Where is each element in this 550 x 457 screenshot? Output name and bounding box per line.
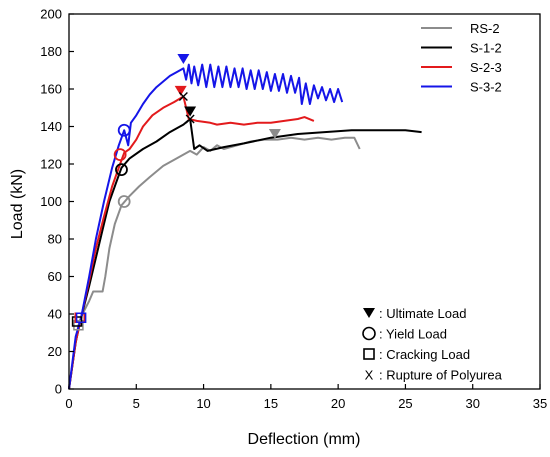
x-tick-label: 5 xyxy=(133,396,140,411)
yield-marker xyxy=(113,148,127,162)
y-tick-label: 100 xyxy=(40,194,62,209)
marker-key: : Ultimate Load : Yield Load : Cracking Lo… xyxy=(362,306,503,383)
y-axis-title: Load (kN) xyxy=(9,169,26,239)
y-tick-label: 0 xyxy=(55,382,62,397)
ultimate-marker xyxy=(184,106,197,117)
axes: 0 5 10 15 20 25 30 35 0 20 40 60 80 100 120 140 160 180 20… xyxy=(40,7,547,412)
x-tick-label: 30 xyxy=(465,396,479,411)
key-ultimate-symbol xyxy=(363,308,375,318)
key-label: : Yield Load xyxy=(379,327,447,342)
series-line-rs-2 xyxy=(68,136,361,390)
cracking-marker xyxy=(75,312,87,323)
x-tick-label: 20 xyxy=(331,396,345,411)
yield-marker xyxy=(115,163,128,177)
ultimate-marker xyxy=(268,129,281,139)
key-yield-symbol xyxy=(362,326,376,341)
y-tick-label: 140 xyxy=(40,119,62,134)
legend-label-s-1-2: S-1-2 xyxy=(470,41,502,56)
key-label: : Rupture of Polyurea xyxy=(379,368,503,383)
y-tick-label: 120 xyxy=(40,157,62,172)
legend-label-s-2-3: S-2-3 xyxy=(470,60,502,75)
key-label: : Ultimate Load xyxy=(379,306,466,321)
y-tick-label: 80 xyxy=(48,232,62,247)
x-axis-title: Deflection (mm) xyxy=(248,431,361,448)
series-line-s-1-2 xyxy=(68,118,422,390)
key-rupture-symbol: X xyxy=(365,368,374,383)
ultimate-marker xyxy=(177,54,190,64)
key-label: : Cracking Load xyxy=(379,347,470,362)
yield-marker xyxy=(117,123,131,137)
y-tick-label: 160 xyxy=(40,82,62,97)
series-line-s-3-2 xyxy=(68,63,344,390)
rupture-marker xyxy=(185,114,195,124)
ultimate-marker xyxy=(174,85,187,96)
legend: RS-2 S-1-2 S-2-3 S-3-2 xyxy=(421,21,502,95)
plot-area xyxy=(68,54,422,390)
series-line-s-2-3 xyxy=(68,95,315,390)
x-tick-label: 0 xyxy=(65,396,72,411)
rupture-marker xyxy=(178,92,188,101)
y-tick-label: 60 xyxy=(48,269,62,284)
y-tick-label: 200 xyxy=(40,7,62,22)
legend-label-s-3-2: S-3-2 xyxy=(470,80,502,95)
y-tick-label: 20 xyxy=(48,344,62,359)
y-tick-label: 180 xyxy=(40,44,62,59)
x-tick-label: 15 xyxy=(264,396,278,411)
x-tick-label: 35 xyxy=(533,396,547,411)
yield-marker xyxy=(117,195,131,208)
key-cracking-symbol xyxy=(363,348,375,360)
x-tick-label: 25 xyxy=(398,396,412,411)
x-tick-label: 10 xyxy=(196,396,210,411)
legend-label-rs-2: RS-2 xyxy=(470,21,500,36)
y-tick-label: 40 xyxy=(48,307,62,322)
